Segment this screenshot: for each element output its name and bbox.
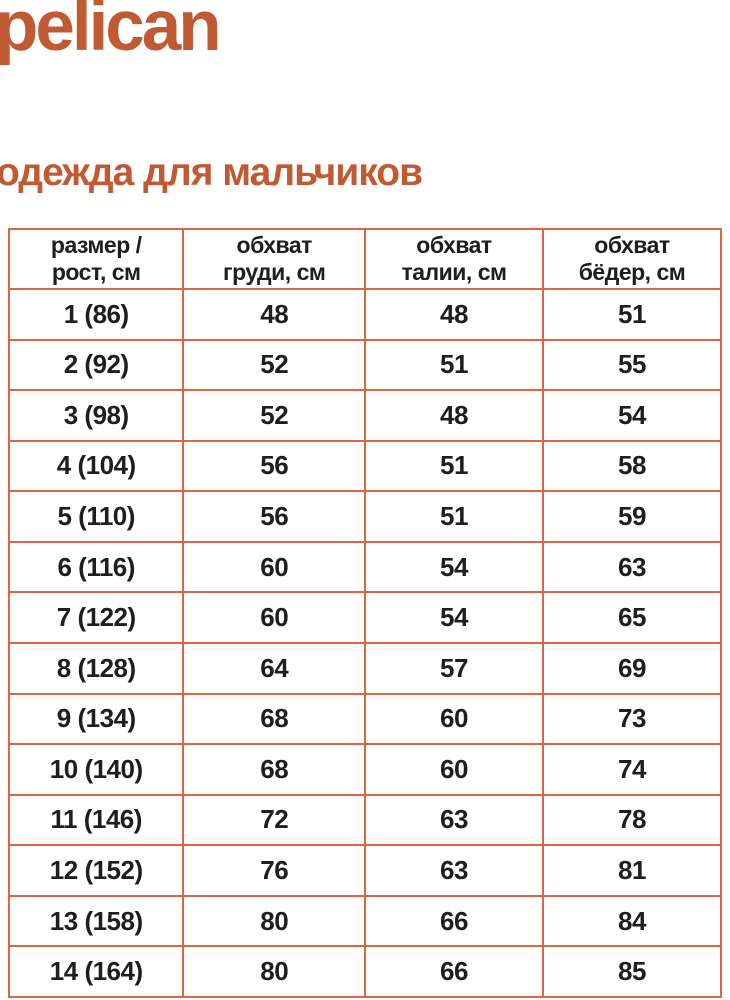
value-cell: 54 xyxy=(363,591,544,644)
size-cell: 2 (92) xyxy=(7,338,185,392)
size-cell: 7 (122) xyxy=(7,591,185,644)
size-cell: 5 (110) xyxy=(7,490,185,543)
value-cell: 58 xyxy=(541,439,723,493)
table-row: 14 (164) 80 66 85 xyxy=(7,945,723,998)
value-cell: 60 xyxy=(363,692,544,746)
header-line: груди, см xyxy=(223,259,326,285)
header-line: обхват xyxy=(236,232,313,259)
size-cell: 4 (104) xyxy=(7,439,185,493)
table-row: 4 (104) 56 51 58 xyxy=(7,439,723,493)
size-cell: 6 (116) xyxy=(7,540,185,594)
value-cell: 48 xyxy=(363,389,544,442)
value-cell: 48 xyxy=(363,288,544,341)
table-row: 12 (152) 76 63 81 xyxy=(7,844,723,897)
value-cell: 60 xyxy=(182,540,366,594)
size-cell: 10 (140) xyxy=(7,743,185,796)
value-cell: 80 xyxy=(182,894,366,948)
header-line: обхват xyxy=(416,232,492,259)
value-cell: 69 xyxy=(541,641,723,695)
header-cell-chest: обхват груди, см xyxy=(182,228,366,290)
table-row: 10 (140) 68 60 74 xyxy=(7,743,723,796)
table-row: 5 (110) 56 51 59 xyxy=(7,490,723,543)
size-table-body: 1 (86) 48 48 51 2 (92) 52 51 55 3 (98) 52 48 54 4 (1… xyxy=(7,288,723,998)
table-row: 13 (158) 80 66 84 xyxy=(7,894,723,948)
header-line: бёдер, см xyxy=(578,259,686,285)
value-cell: 54 xyxy=(541,389,723,442)
value-cell: 59 xyxy=(541,490,723,543)
value-cell: 68 xyxy=(182,743,366,796)
value-cell: 66 xyxy=(363,894,544,948)
value-cell: 51 xyxy=(363,338,544,392)
size-cell: 1 (86) xyxy=(7,288,185,341)
value-cell: 57 xyxy=(363,641,544,695)
size-table-header: размер / рост, см обхват груди, см обхва… xyxy=(7,228,723,290)
value-cell: 52 xyxy=(182,389,366,442)
value-cell: 51 xyxy=(541,288,723,341)
value-cell: 78 xyxy=(541,793,723,847)
size-cell: 14 (164) xyxy=(7,945,185,998)
value-cell: 76 xyxy=(182,844,366,897)
value-cell: 63 xyxy=(363,793,544,847)
value-cell: 63 xyxy=(541,540,723,594)
table-row: 7 (122) 60 54 65 xyxy=(7,591,723,644)
value-cell: 54 xyxy=(363,540,544,594)
value-cell: 66 xyxy=(363,945,544,998)
table-row: 6 (116) 60 54 63 xyxy=(7,540,723,594)
value-cell: 84 xyxy=(541,894,723,948)
value-cell: 55 xyxy=(541,338,723,392)
section-heading: одежда для мальчиков xyxy=(0,151,423,194)
size-cell: 3 (98) xyxy=(7,389,185,442)
header-line: размер / xyxy=(50,232,142,259)
value-cell: 85 xyxy=(541,945,723,998)
table-row: 9 (134) 68 60 73 xyxy=(7,692,723,746)
value-cell: 51 xyxy=(363,439,544,493)
value-cell: 81 xyxy=(541,844,723,897)
header-line: обхват xyxy=(594,232,670,259)
size-cell: 8 (128) xyxy=(7,641,185,695)
value-cell: 56 xyxy=(182,490,366,543)
value-cell: 80 xyxy=(182,945,366,998)
table-row: 3 (98) 52 48 54 xyxy=(7,389,723,442)
value-cell: 65 xyxy=(541,591,723,644)
size-cell: 12 (152) xyxy=(7,844,185,897)
value-cell: 73 xyxy=(541,692,723,746)
size-cell: 11 (146) xyxy=(7,793,185,847)
table-row: 1 (86) 48 48 51 xyxy=(7,288,723,341)
header-cell-size-height: размер / рост, см xyxy=(7,228,185,290)
value-cell: 68 xyxy=(182,692,366,746)
size-cell: 13 (158) xyxy=(7,894,185,948)
value-cell: 72 xyxy=(182,793,366,847)
value-cell: 63 xyxy=(363,844,544,897)
value-cell: 60 xyxy=(182,591,366,644)
value-cell: 60 xyxy=(363,743,544,796)
value-cell: 64 xyxy=(182,641,366,695)
header-row: размер / рост, см обхват груди, см обхва… xyxy=(7,228,723,290)
value-cell: 56 xyxy=(182,439,366,493)
header-line: талии, см xyxy=(401,259,507,285)
value-cell: 74 xyxy=(541,743,723,796)
table-row: 2 (92) 52 51 55 xyxy=(7,338,723,392)
value-cell: 48 xyxy=(182,288,366,341)
value-cell: 51 xyxy=(363,490,544,543)
table-row: 11 (146) 72 63 78 xyxy=(7,793,723,847)
size-table: размер / рост, см обхват груди, см обхва… xyxy=(7,228,723,998)
size-cell: 9 (134) xyxy=(7,692,185,746)
header-cell-waist: обхват талии, см xyxy=(363,228,544,290)
table-row: 8 (128) 64 57 69 xyxy=(7,641,723,695)
value-cell: 52 xyxy=(182,338,366,392)
header-cell-hips: обхват бёдер, см xyxy=(541,228,723,290)
header-line: рост, см xyxy=(51,259,141,285)
brand-logo: pelican xyxy=(0,0,222,66)
